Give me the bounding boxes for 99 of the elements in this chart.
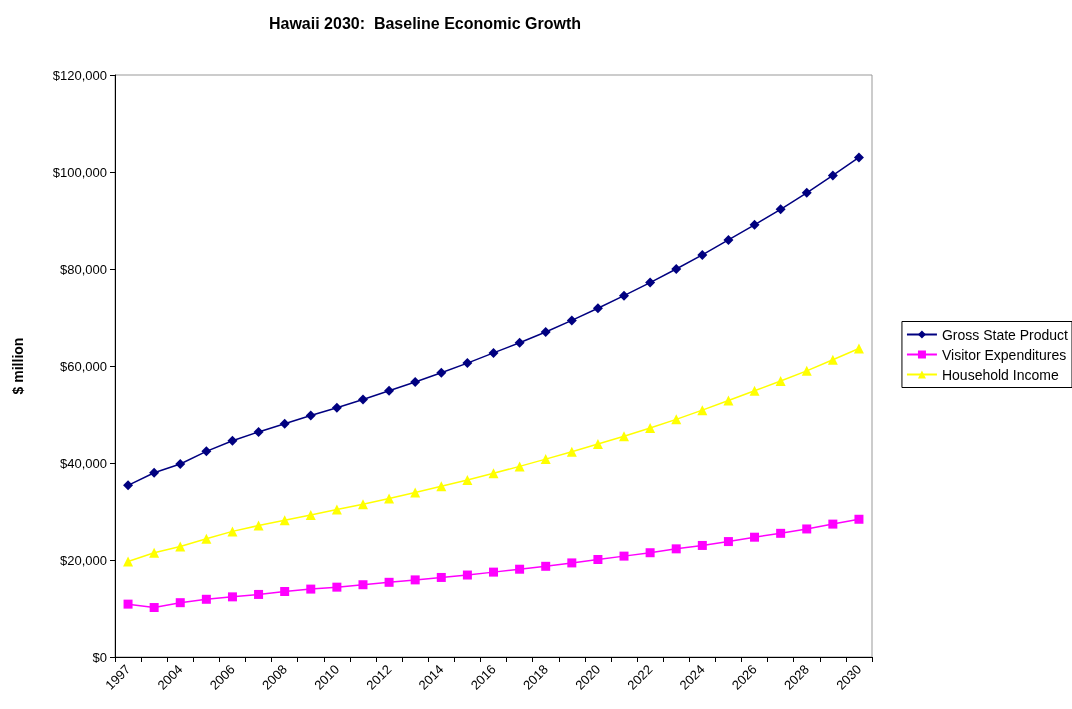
- point: [801, 365, 812, 376]
- point: [253, 426, 264, 437]
- point: [723, 537, 733, 547]
- point: [436, 572, 446, 582]
- point: [227, 435, 238, 446]
- point: [488, 468, 499, 479]
- point: [514, 337, 525, 348]
- point: [775, 376, 786, 387]
- point: [566, 446, 577, 457]
- point: [671, 544, 681, 554]
- point: [750, 532, 760, 542]
- point: [332, 582, 342, 592]
- point: [514, 461, 525, 472]
- point: [201, 594, 211, 604]
- point: [149, 467, 160, 478]
- point: [384, 577, 394, 587]
- point: [775, 204, 786, 215]
- y-tick-label: $0: [92, 649, 107, 665]
- point: [593, 555, 603, 565]
- point: [123, 556, 134, 567]
- point: [697, 405, 708, 416]
- point: [801, 187, 812, 198]
- point: [123, 599, 133, 609]
- y-tick-label: $40,000: [60, 455, 107, 471]
- point: [540, 454, 551, 465]
- point: [567, 558, 577, 568]
- point: [305, 509, 316, 520]
- point: [305, 410, 316, 421]
- point: [619, 551, 629, 561]
- y-tick-label: $100,000: [52, 164, 107, 180]
- legend-label: Gross State Product: [941, 326, 1069, 343]
- point: [175, 541, 186, 552]
- point: [306, 584, 316, 594]
- point: [671, 264, 682, 274]
- y-tick-label: $80,000: [60, 261, 107, 277]
- point: [384, 493, 395, 504]
- y-tick-label: $120,000: [52, 67, 107, 83]
- point: [671, 414, 682, 425]
- chart-title: Hawaii 2030: Baseline Economic Growth: [268, 14, 582, 32]
- point: [827, 354, 838, 365]
- point: [776, 528, 786, 538]
- point: [410, 377, 421, 388]
- point: [436, 481, 447, 492]
- point: [592, 439, 603, 450]
- point: [227, 592, 237, 602]
- point: [828, 519, 838, 529]
- point: [749, 219, 760, 230]
- y-axis-title: $ million: [10, 337, 26, 395]
- point: [410, 487, 421, 498]
- point: [149, 603, 159, 613]
- point: [436, 367, 447, 378]
- point: [619, 431, 630, 442]
- point: [201, 533, 212, 544]
- y-tick-label: $20,000: [60, 552, 107, 568]
- point: [489, 567, 498, 577]
- point: [541, 561, 551, 571]
- point: [279, 418, 290, 429]
- legend-label: Household Income: [941, 366, 1059, 383]
- point: [279, 515, 290, 526]
- point: [462, 570, 472, 580]
- point: [280, 587, 290, 597]
- point: [462, 474, 473, 485]
- point: [227, 526, 238, 537]
- point: [749, 385, 760, 396]
- point: [540, 327, 551, 338]
- point: [254, 589, 264, 599]
- point: [515, 564, 525, 574]
- point: [357, 499, 368, 510]
- point: [462, 358, 473, 369]
- point: [331, 402, 342, 413]
- point: [723, 395, 734, 406]
- point: [253, 520, 264, 531]
- y-tick-label: $60,000: [60, 358, 107, 374]
- point: [645, 423, 656, 434]
- point: [384, 385, 395, 396]
- point: [592, 303, 603, 314]
- point: [697, 540, 707, 550]
- point: [410, 575, 420, 585]
- point: [854, 514, 864, 524]
- point: [331, 504, 342, 515]
- point: [645, 277, 656, 288]
- point: [201, 446, 212, 457]
- point: [123, 480, 134, 491]
- point: [566, 315, 577, 326]
- point: [149, 547, 160, 558]
- point: [357, 394, 368, 405]
- point: [853, 152, 864, 163]
- legend-label: Visitor Expenditures: [941, 346, 1067, 363]
- point: [697, 249, 708, 260]
- point: [175, 598, 185, 608]
- point: [645, 548, 655, 558]
- point: [827, 170, 838, 181]
- point: [488, 347, 499, 358]
- point: [619, 290, 630, 301]
- point: [723, 234, 734, 245]
- point: [175, 458, 186, 469]
- point: [358, 580, 368, 590]
- point: [802, 524, 812, 534]
- point: [853, 343, 864, 354]
